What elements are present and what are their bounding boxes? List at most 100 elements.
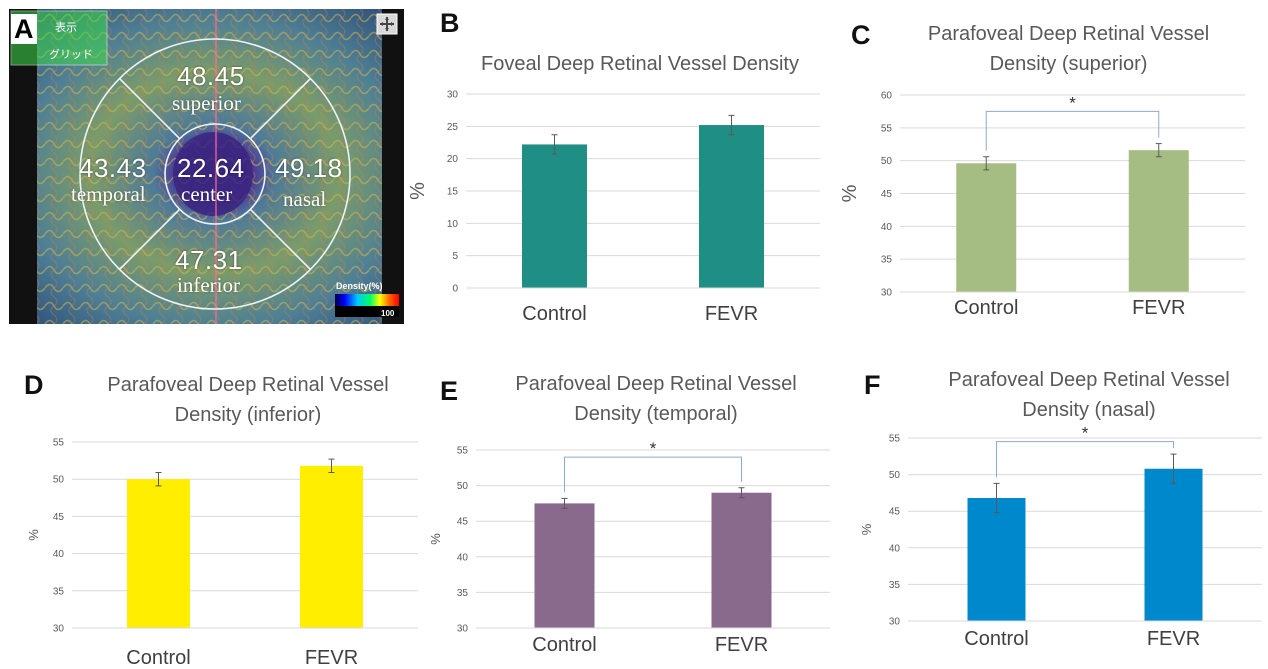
- error-bar: [1170, 453, 1177, 484]
- y-tick-label: 5: [452, 251, 458, 262]
- superior-value: 48.45: [177, 61, 245, 91]
- category-label: FEVR: [1147, 628, 1200, 650]
- category-label: FEVR: [305, 647, 358, 669]
- y-tick-label: 50: [889, 470, 901, 481]
- y-tick-label: 55: [457, 446, 469, 457]
- vessel-density-map: 表示 グリッド 48.45 superior 43.43 temporal 22…: [9, 9, 404, 324]
- temporal-value: 43.43: [79, 153, 147, 183]
- chart-c-title: Parafoveal Deep Retinal Vessel Density (…: [927, 23, 1210, 75]
- error-bar: [155, 472, 162, 487]
- inferior-value: 47.31: [175, 245, 243, 275]
- y-tick-label: 30: [881, 288, 893, 299]
- significance-asterisk: *: [650, 439, 657, 458]
- category-label: Control: [532, 634, 596, 656]
- significance-asterisk: *: [1082, 424, 1089, 443]
- map-corner-text-top: 表示: [55, 20, 77, 34]
- y-tick-label: 35: [889, 580, 901, 591]
- panel-letter-a: A: [11, 14, 37, 44]
- error-bar: [1155, 143, 1162, 158]
- density-color-scale: [335, 294, 399, 306]
- panel-letter-b: B: [440, 8, 460, 38]
- error-bar: [728, 114, 735, 136]
- panel-letter-d: D: [24, 370, 44, 400]
- y-tick-label: 35: [881, 255, 893, 266]
- y-tick-label: 30: [53, 624, 65, 635]
- panel-letter-f: F: [864, 370, 881, 400]
- y-tick-label: 40: [881, 222, 893, 233]
- y-tick-label: 55: [889, 434, 901, 445]
- y-axis-label: %: [428, 533, 443, 545]
- superior-label: superior: [172, 91, 241, 115]
- density-map-image: 表示 グリッド: [9, 9, 404, 324]
- y-tick-label: 45: [889, 507, 901, 518]
- category-label: Control: [522, 303, 586, 325]
- map-corner-text-bottom: グリッド: [49, 47, 93, 61]
- y-tick-label: 30: [889, 617, 901, 628]
- y-tick-label: 30: [447, 90, 459, 101]
- inferior-label: inferior: [177, 273, 240, 297]
- category-label: Control: [954, 297, 1018, 319]
- chart-d-title: Parafoveal Deep Retinal Vessel Density (…: [107, 374, 389, 426]
- bar-control: [956, 163, 1017, 292]
- category-label: FEVR: [715, 634, 768, 656]
- y-tick-label: 40: [889, 543, 901, 554]
- significance-asterisk: *: [1069, 93, 1076, 112]
- y-tick-label: 35: [53, 586, 65, 597]
- chart-e-title: Parafoveal Deep Retinal Vessel Density (…: [515, 373, 797, 425]
- chart-b-title: Foveal Deep Retinal Vessel Density: [481, 53, 799, 75]
- y-tick-label: 55: [53, 438, 65, 449]
- bar-control: [127, 479, 190, 628]
- density-legend-title: Density(%): [336, 281, 383, 291]
- y-tick-label: 40: [53, 549, 65, 560]
- y-tick-label: 45: [881, 189, 893, 200]
- error-bar: [993, 482, 1000, 514]
- bar-fevr: [1144, 468, 1203, 621]
- y-axis-label: %: [859, 523, 874, 535]
- bar-fevr: [1128, 150, 1189, 292]
- y-tick-label: 45: [457, 517, 469, 528]
- bar-fevr: [711, 492, 772, 628]
- y-tick-label: 20: [447, 154, 459, 165]
- y-tick-label: 50: [881, 156, 893, 167]
- bar-control: [522, 144, 587, 288]
- y-tick-label: 45: [53, 512, 65, 523]
- category-label: FEVR: [1132, 297, 1185, 319]
- y-tick-label: 55: [881, 123, 893, 134]
- error-bar: [561, 497, 568, 509]
- temporal-label: temporal: [71, 182, 146, 206]
- significance-bracket: [985, 110, 1160, 151]
- y-tick-label: 60: [881, 91, 893, 102]
- y-tick-label: 35: [457, 588, 469, 599]
- y-tick-label: 0: [452, 284, 458, 295]
- error-bar: [551, 134, 558, 155]
- error-bar: [328, 458, 335, 474]
- y-axis-label: %: [26, 529, 41, 541]
- significance-bracket: [996, 441, 1174, 478]
- panel-letter-c: C: [851, 20, 871, 50]
- error-bar: [983, 156, 990, 171]
- category-label: FEVR: [705, 303, 758, 325]
- y-tick-label: 15: [447, 187, 459, 198]
- nasal-value: 49.18: [275, 153, 343, 183]
- y-tick-label: 50: [53, 475, 65, 486]
- chart-f-title: Parafoveal Deep Retinal Vessel Density (…: [948, 369, 1230, 421]
- density-legend-max: 100: [381, 309, 395, 318]
- bar-fevr: [300, 465, 363, 628]
- y-tick-label: 25: [447, 122, 459, 133]
- category-label: Control: [964, 628, 1028, 650]
- center-label: center: [181, 182, 233, 206]
- significance-bracket: [564, 456, 742, 493]
- nasal-label: nasal: [283, 187, 327, 211]
- category-label: Control: [126, 647, 190, 669]
- bar-control: [534, 503, 595, 628]
- y-tick-label: 30: [457, 624, 469, 635]
- panel-letter-e: E: [440, 376, 459, 406]
- y-tick-label: 10: [447, 219, 459, 230]
- y-tick-label: 40: [457, 552, 469, 563]
- y-axis-label: %: [407, 182, 429, 200]
- y-tick-label: 50: [457, 481, 469, 492]
- expand-icon[interactable]: [376, 13, 398, 35]
- center-value: 22.64: [177, 153, 245, 183]
- bar-fevr: [699, 125, 764, 288]
- bar-control: [967, 498, 1026, 621]
